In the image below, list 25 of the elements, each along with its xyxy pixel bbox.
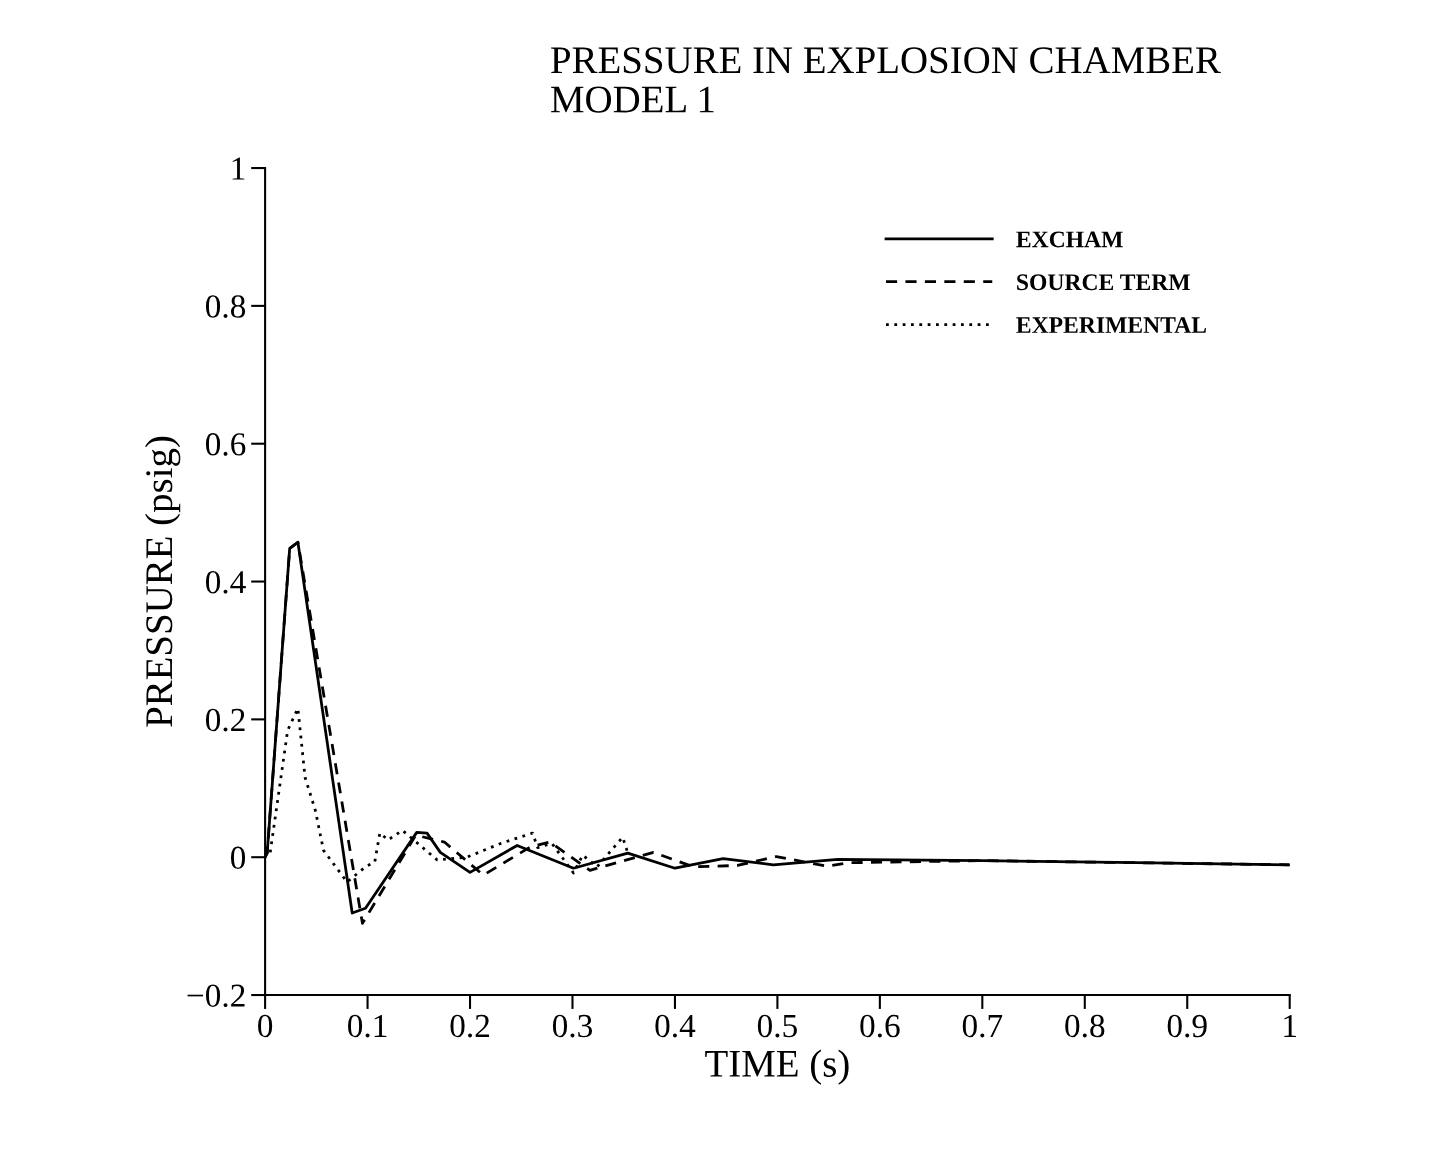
legend-label: SOURCE TERM <box>1017 274 1190 291</box>
chart-title: PRESSURE IN EXPLOSION CHAMBER <box>551 47 1221 74</box>
y-tick-label: 0.4 <box>205 570 246 594</box>
x-tick-label: 0 <box>258 1014 273 1038</box>
x-tick-label: 0.8 <box>1065 1014 1105 1038</box>
x-tick-label: 0.3 <box>552 1014 593 1038</box>
y-tick-label: 0.2 <box>205 708 245 732</box>
legend-label: EXCHAM <box>1016 231 1123 248</box>
x-tick-label: 0.2 <box>450 1014 490 1038</box>
x-tick-label: 1 <box>1284 1014 1297 1037</box>
x-tick-label: 0.4 <box>655 1014 696 1038</box>
x-axis-title: TIME (s) <box>705 1049 849 1085</box>
x-tick-label: 0.1 <box>348 1014 387 1038</box>
legend-label: EXPERIMENTAL <box>1016 317 1206 333</box>
x-tick-label: 0.5 <box>757 1014 797 1038</box>
y-axis-title: PRESSURE (psig) <box>144 436 181 727</box>
chart-subtitle: MODEL 1 <box>551 86 714 113</box>
x-tick-label: 0.6 <box>860 1014 900 1038</box>
x-tick-label: 0.9 <box>1167 1014 1207 1038</box>
y-tick-label: −0.2 <box>187 984 245 1008</box>
y-tick-label: 0.6 <box>205 433 246 456</box>
y-tick-label: 0 <box>230 846 246 870</box>
x-tick-label: 0.7 <box>962 1014 1003 1038</box>
y-tick-label: 1 <box>232 157 245 180</box>
y-tick-label: 0.8 <box>205 295 246 318</box>
